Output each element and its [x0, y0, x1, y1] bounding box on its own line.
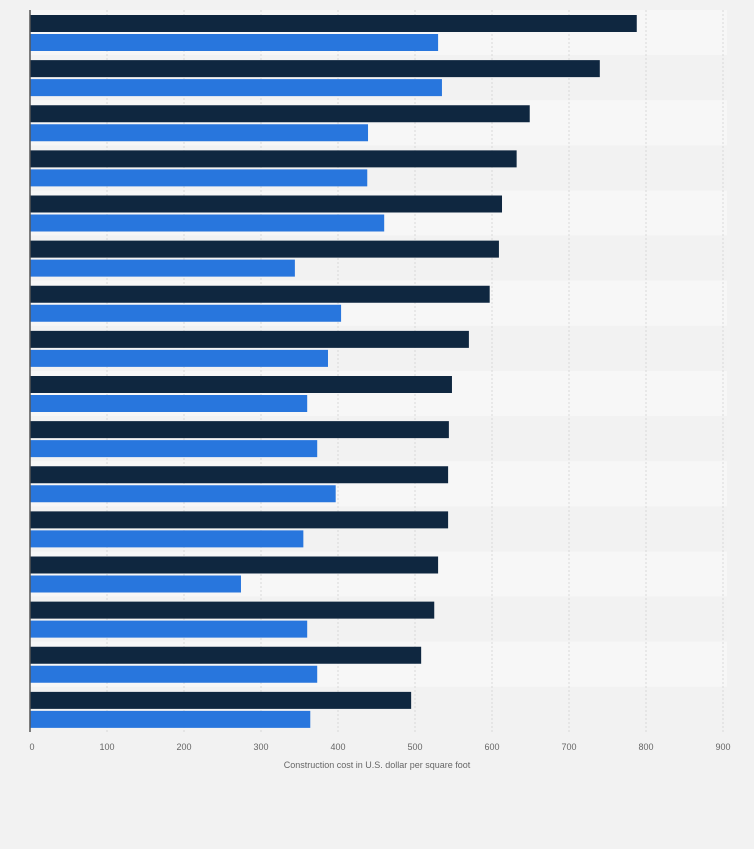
bar-series-1[interactable] — [30, 150, 517, 168]
bar-series-1[interactable] — [30, 240, 499, 258]
bar-series-1[interactable] — [30, 330, 469, 348]
x-tick-label: 800 — [638, 742, 653, 752]
x-axis-ticks: 0 100 200 300 400 500 600 700 800 900 — [29, 742, 730, 752]
bar-series-2[interactable] — [30, 124, 369, 142]
bar-series-2[interactable] — [30, 34, 439, 51]
x-tick-label: 700 — [561, 742, 576, 752]
bar-series-1[interactable] — [30, 60, 600, 78]
x-tick-label: 100 — [99, 742, 114, 752]
x-tick-label: 200 — [176, 742, 191, 752]
x-tick-label: 600 — [484, 742, 499, 752]
bar-series-1[interactable] — [30, 421, 449, 439]
x-axis-label: Construction cost in U.S. dollar per squ… — [284, 760, 471, 770]
bar-series-2[interactable] — [30, 710, 311, 728]
x-tick-label: 0 — [29, 742, 34, 752]
bar-series-2[interactable] — [30, 169, 368, 187]
bar-series-2[interactable] — [30, 304, 342, 322]
bar-series-1[interactable] — [30, 195, 503, 213]
bar-series-1[interactable] — [30, 376, 452, 393]
bar-series-1[interactable] — [30, 285, 490, 303]
x-tick-label: 300 — [253, 742, 268, 752]
bar-series-1[interactable] — [30, 466, 449, 484]
bars — [30, 15, 637, 728]
bar-series-2[interactable] — [30, 620, 308, 638]
bar-series-1[interactable] — [30, 556, 439, 574]
bar-series-1[interactable] — [30, 691, 412, 709]
x-tick-label: 400 — [330, 742, 345, 752]
bar-series-2[interactable] — [30, 79, 442, 97]
bar-series-2[interactable] — [30, 395, 308, 412]
bar-series-1[interactable] — [30, 601, 435, 619]
bar-series-2[interactable] — [30, 485, 336, 503]
x-tick-label: 900 — [715, 742, 730, 752]
bar-series-2[interactable] — [30, 575, 241, 593]
bar-series-1[interactable] — [30, 511, 449, 529]
bar-series-2[interactable] — [30, 259, 295, 277]
x-tick-label: 500 — [407, 742, 422, 752]
bar-series-1[interactable] — [30, 646, 422, 664]
gridlines — [106, 10, 724, 732]
bar-series-2[interactable] — [30, 349, 328, 367]
bar-series-1[interactable] — [30, 105, 530, 123]
bar-series-2[interactable] — [30, 665, 318, 683]
bar-series-2[interactable] — [30, 440, 318, 458]
bar-series-2[interactable] — [30, 214, 385, 232]
bar-series-1[interactable] — [30, 15, 637, 32]
bar-series-2[interactable] — [30, 530, 304, 548]
